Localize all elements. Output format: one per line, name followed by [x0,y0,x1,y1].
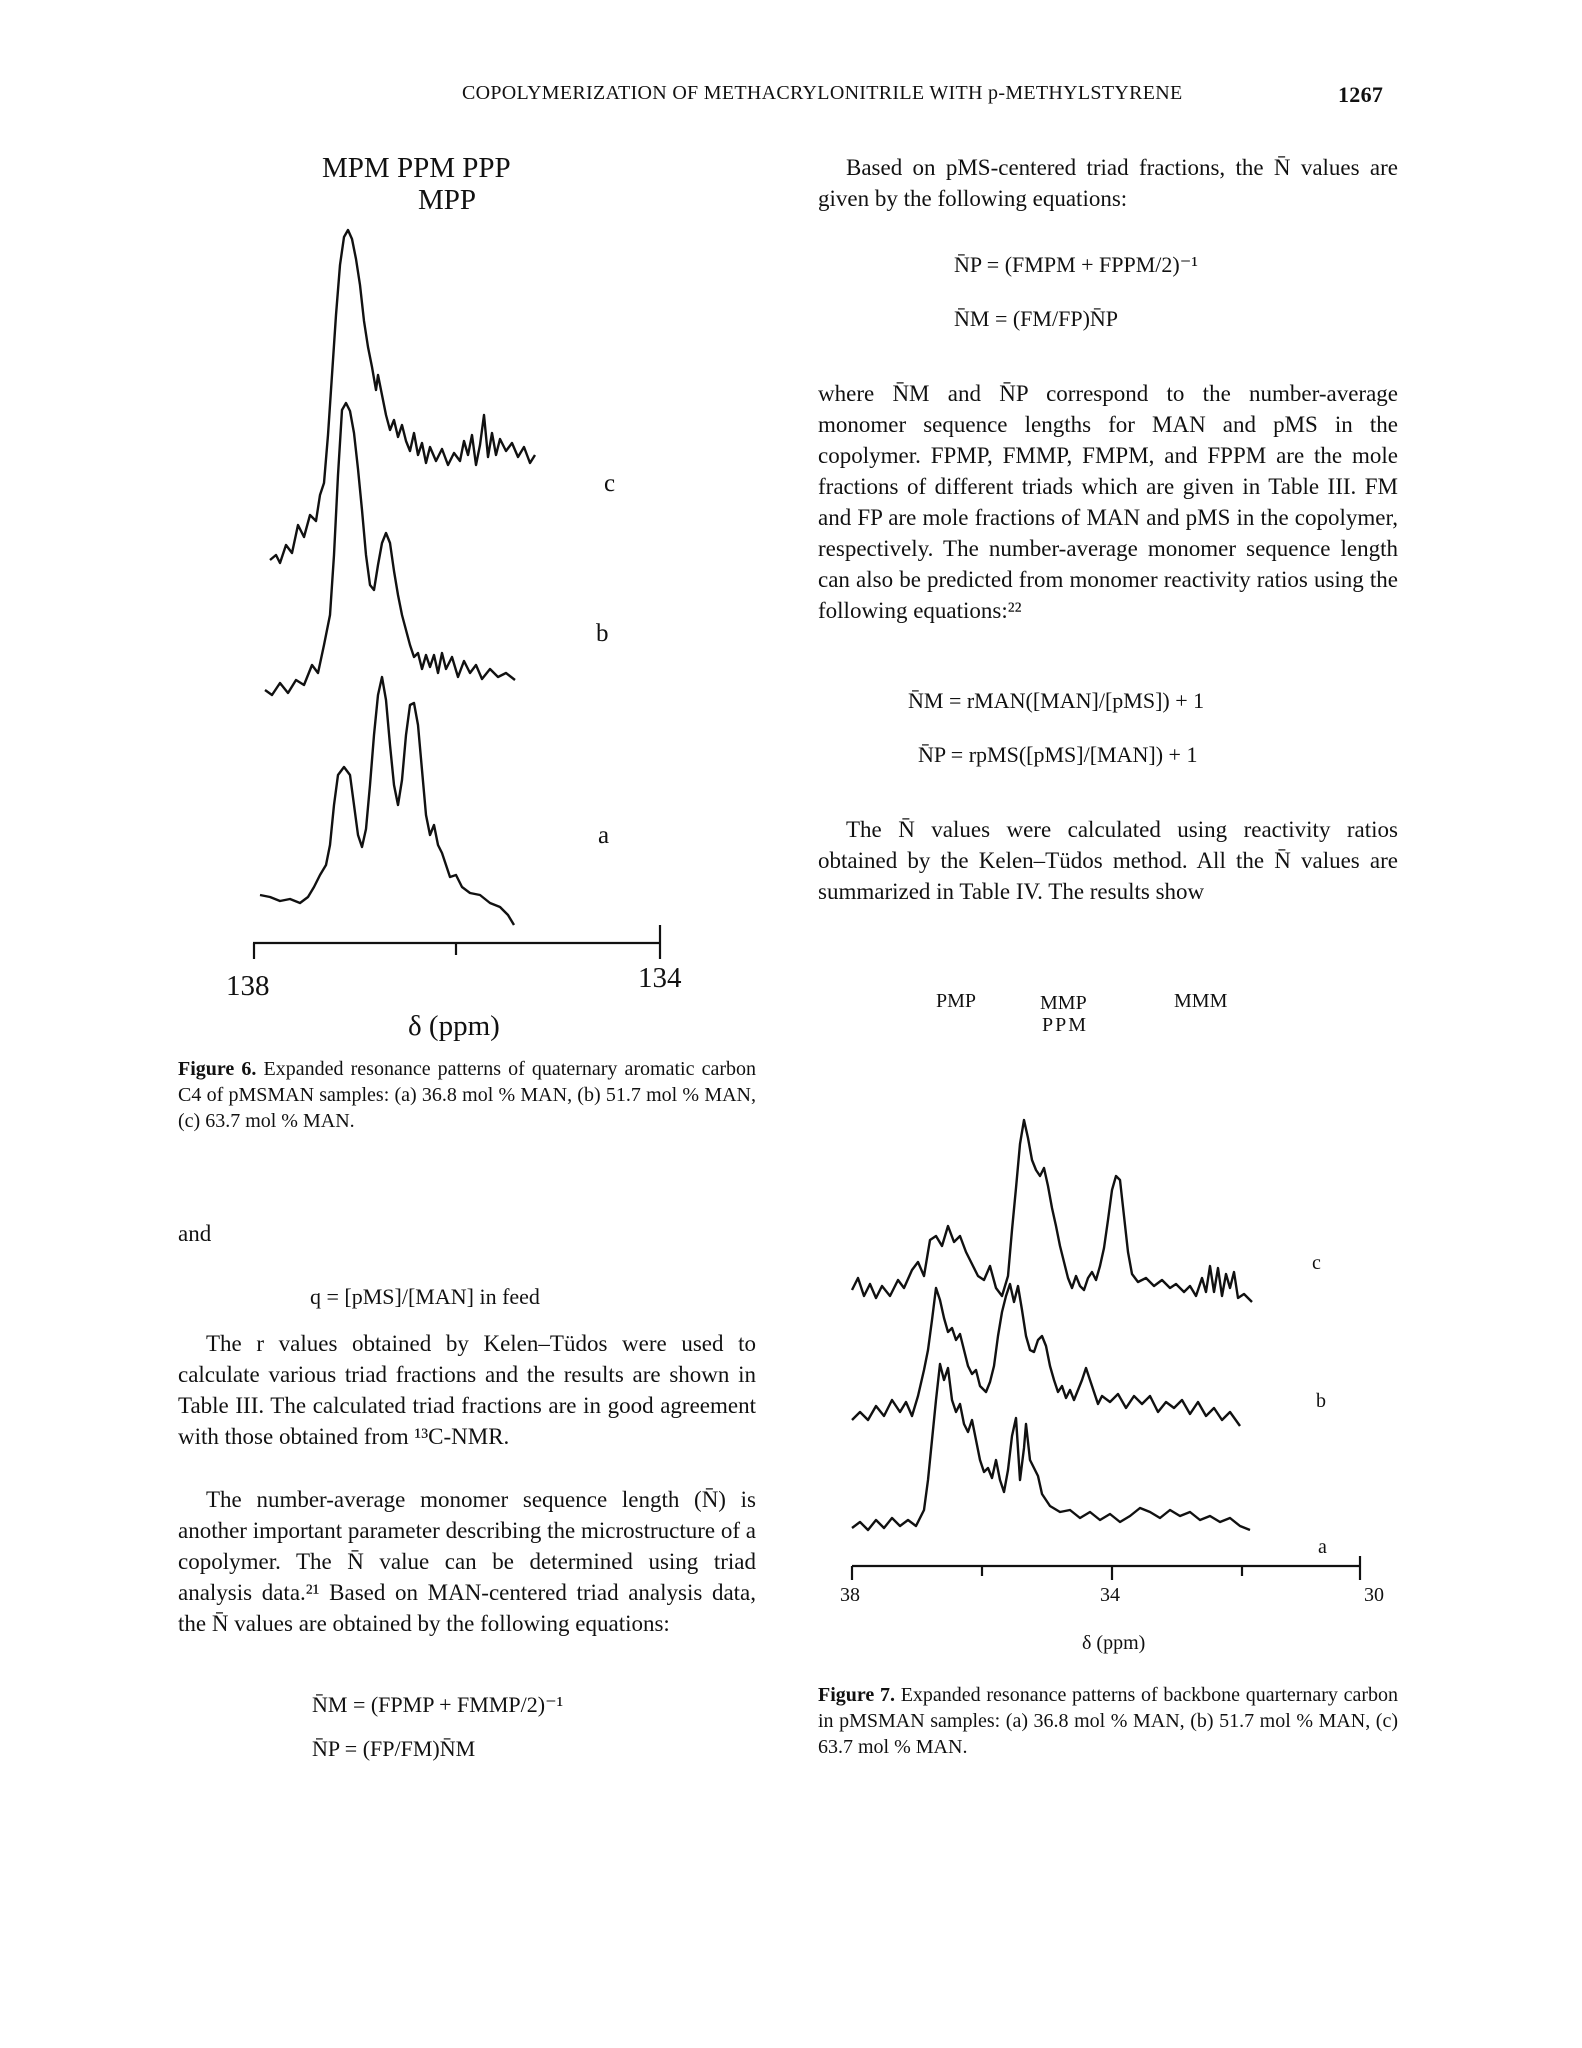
figure6-caption: Figure 6. Expanded resonance patterns of… [178,1056,756,1134]
fig7-trace-label-c: c [1312,1252,1321,1274]
fig6-trace-a [259,675,516,926]
right-paragraph-1: Based on pMS-centered triad fractions, t… [818,155,1398,211]
fig6-trace-label-b: b [596,620,609,647]
figure6-spectra [252,228,662,959]
fig6-trace-label-a: a [598,822,610,849]
fig6-caption-text: Expanded resonance patterns of quaternar… [178,1058,756,1132]
figure7-caption: Figure 7. Expanded resonance patterns of… [818,1682,1398,1760]
fig7-caption-label: Figure 7. [818,1684,895,1706]
fig7-trace-c [850,1118,1253,1303]
fig6-axis-label: δ (ppm) [408,1010,500,1042]
fig7-peak-ppm: PPM [1042,1014,1089,1036]
fig6-axis-left-tick: 138 [226,970,270,1002]
fig6-caption-label: Figure 6. [178,1058,257,1080]
fig7-peak-mmp: MMP [1040,992,1087,1014]
and-text: and [178,1221,212,1246]
running-title: COPOLYMERIZATION OF METHACRYLONITRILE WI… [462,82,1183,104]
running-header: COPOLYMERIZATION OF METHACRYLONITRILE WI… [462,82,1412,107]
fig7-trace-label-a: a [1318,1536,1327,1558]
left-paragraph-1: The r values obtained by Kelen–Tüdos wer… [178,1331,756,1449]
fig7-peak-mmm: MMM [1174,990,1228,1012]
fig6-trace-b [264,401,516,697]
equation-np-man: N̄P = (FP/FM)N̄M [312,1736,476,1761]
fig7-axis-tick-38: 38 [840,1584,860,1606]
fig6-trace-c [269,228,537,565]
equation-q: q = [pMS]/[MAN] in feed [310,1284,540,1309]
fig7-trace-label-b: b [1316,1390,1326,1412]
fig6-peak-labels-row2: MPP [418,184,477,216]
equation-nm-pms: N̄M = (FM/FP)N̄P [954,306,1119,331]
fig6-trace-label-c: c [604,470,616,497]
page-number: 1267 [1338,82,1384,107]
fig7-caption-text: Expanded resonance patterns of backbone … [818,1684,1399,1758]
fig6-axis-right-tick: 134 [638,962,682,994]
fig7-trace-b [851,1282,1241,1427]
figure7-spectra [850,1118,1362,1580]
equation-np-reactivity: N̄P = rpMS([pMS]/[MAN]) + 1 [918,742,1198,767]
fig7-axis-label: δ (ppm) [1082,1632,1146,1654]
equation-nm-reactivity: N̄M = rMAN([MAN]/[pMS]) + 1 [908,688,1205,713]
right-paragraph-2: where N̄M and N̄P correspond to the numb… [818,381,1398,623]
equation-np-pms: N̄P = (FMPM + FPPM/2)⁻¹ [954,252,1198,277]
fig7-axis-tick-30: 30 [1364,1584,1384,1606]
equation-nm-man: N̄M = (FPMP + FMMP/2)⁻¹ [312,1692,564,1717]
right-paragraph-3: The N̄ values were calculated using reac… [818,817,1398,904]
fig7-peak-pmp: PMP [936,990,977,1012]
left-paragraph-2: The number-average monomer sequence leng… [178,1487,756,1636]
fig7-axis-tick-34: 34 [1100,1584,1120,1606]
fig6-peak-labels-row1: MPM PPM PPP [322,152,511,184]
fig7-trace-a [851,1362,1251,1532]
